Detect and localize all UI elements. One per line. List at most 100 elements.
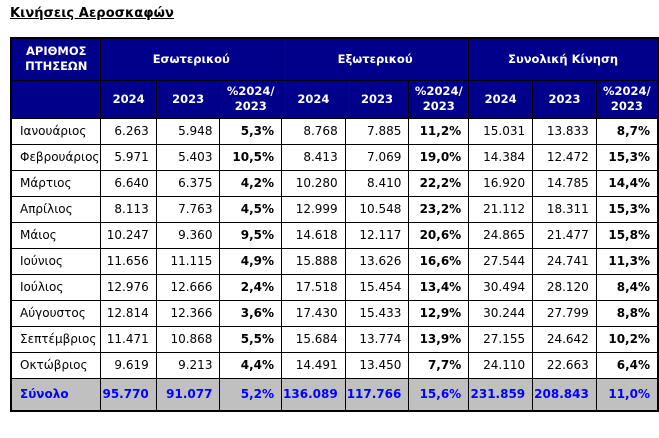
pct-cell: 16,6% [408, 247, 470, 275]
value-cell: 6.640 [100, 169, 157, 197]
corner-empty-cell [10, 79, 102, 119]
value-cell: 5.971 [100, 143, 157, 171]
month-cell: Ιανουάριος [10, 117, 102, 145]
pct-cell: 6,4% [595, 351, 659, 379]
value-cell: 13.774 [344, 325, 410, 353]
value-cell: 12.472 [532, 143, 597, 171]
page-title: Κινήσεις Αεροσκαφών [10, 6, 174, 21]
value-cell: 14.618 [281, 221, 346, 249]
table-row: Ιούνιος 11.656 11.115 4,9% 15.888 13.626 16,6%… [10, 247, 659, 275]
month-cell: Ιούνιος [10, 247, 102, 275]
value-cell: 9.619 [100, 351, 157, 379]
table-row: Μάιος 10.247 9.360 9,5% 14.618 12.117 20,6% 24.… [10, 221, 659, 249]
value-cell: 15.888 [281, 247, 346, 275]
value-cell: 15.031 [468, 117, 534, 145]
year-header-row: 2024 2023 %2024/ 2023 2024 2023 %2024/ 2023 20… [10, 79, 659, 119]
pct-cell: 11,2% [408, 117, 470, 145]
value-cell: 9.360 [155, 221, 221, 249]
value-cell: 8.768 [281, 117, 346, 145]
value-cell: 10.247 [100, 221, 157, 249]
year-header-cell: %2024/ 2023 [219, 79, 283, 119]
total-value-cell: 208.843 [532, 377, 597, 412]
value-cell: 12.976 [100, 273, 157, 301]
year-header-cell: 2023 [532, 79, 597, 119]
pct-cell: 4,2% [219, 169, 283, 197]
value-cell: 8.410 [344, 169, 410, 197]
value-cell: 16.920 [468, 169, 534, 197]
month-cell: Σεπτέμβριος [10, 325, 102, 353]
pct-cell: 11,3% [595, 247, 659, 275]
value-cell: 13.626 [344, 247, 410, 275]
table-footer: Σύνολο 95.770 91.077 5,2% 136.089 117.766 15,6… [10, 377, 659, 412]
value-cell: 12.117 [344, 221, 410, 249]
month-cell: Απρίλιος [10, 195, 102, 223]
group-header-international: Εξωτερικού [281, 37, 470, 81]
value-cell: 5.403 [155, 143, 221, 171]
month-cell: Οκτώβριος [10, 351, 102, 379]
value-cell: 24.110 [468, 351, 534, 379]
pct-cell: 4,4% [219, 351, 283, 379]
pct-cell: 3,6% [219, 299, 283, 327]
total-value-cell: 5,2% [219, 377, 283, 412]
value-cell: 28.120 [532, 273, 597, 301]
value-cell: 13.450 [344, 351, 410, 379]
month-cell: Φεβρουάριος [10, 143, 102, 171]
value-cell: 7.763 [155, 195, 221, 223]
year-header-cell: 2024 [468, 79, 534, 119]
pct-cell: 5,3% [219, 117, 283, 145]
value-cell: 12.999 [281, 195, 346, 223]
year-header-cell: 2023 [344, 79, 410, 119]
pct-cell: 12,9% [408, 299, 470, 327]
value-cell: 10.868 [155, 325, 221, 353]
year-header-cell: 2024 [281, 79, 346, 119]
pct-cell: 8,7% [595, 117, 659, 145]
value-cell: 9.213 [155, 351, 221, 379]
year-header-cell: 2024 [100, 79, 157, 119]
table-row: Σεπτέμβριος 11.471 10.868 5,5% 15.684 13.774 1… [10, 325, 659, 353]
aircraft-movements-table: ΑΡΙΘΜΟΣ ΠΤΗΣΕΩΝ Εσωτερικού Εξωτερικού Συ… [10, 37, 659, 412]
value-cell: 27.799 [532, 299, 597, 327]
value-cell: 8.113 [100, 195, 157, 223]
year-header-cell: %2024/ 2023 [408, 79, 470, 119]
value-cell: 6.263 [100, 117, 157, 145]
value-cell: 6.375 [155, 169, 221, 197]
pct-cell: 15,3% [595, 143, 659, 171]
pct-cell: 8,4% [595, 273, 659, 301]
value-cell: 24.741 [532, 247, 597, 275]
table-row: Φεβρουάριος 5.971 5.403 10,5% 8.413 7.069 19,0… [10, 143, 659, 171]
value-cell: 11.115 [155, 247, 221, 275]
table-row: Ιούλιος 12.976 12.666 2,4% 17.518 15.454 13,4%… [10, 273, 659, 301]
total-value-cell: 136.089 [281, 377, 346, 412]
table-header: ΑΡΙΘΜΟΣ ΠΤΗΣΕΩΝ Εσωτερικού Εξωτερικού Συ… [10, 37, 659, 119]
pct-cell: 2,4% [219, 273, 283, 301]
group-header-domestic: Εσωτερικού [100, 37, 283, 81]
group-header-total: Συνολική Κίνηση [468, 37, 659, 81]
total-value-cell: 95.770 [100, 377, 157, 412]
pct-cell: 10,5% [219, 143, 283, 171]
month-cell: Μάρτιος [10, 169, 102, 197]
value-cell: 30.244 [468, 299, 534, 327]
value-cell: 17.518 [281, 273, 346, 301]
total-value-cell: 15,6% [408, 377, 470, 412]
pct-cell: 22,2% [408, 169, 470, 197]
value-cell: 5.948 [155, 117, 221, 145]
pct-cell: 15,8% [595, 221, 659, 249]
total-label-cell: Σύνολο [10, 377, 102, 412]
value-cell: 17.430 [281, 299, 346, 327]
value-cell: 24.865 [468, 221, 534, 249]
pct-cell: 7,7% [408, 351, 470, 379]
total-value-cell: 91.077 [155, 377, 221, 412]
group-header-row: ΑΡΙΘΜΟΣ ΠΤΗΣΕΩΝ Εσωτερικού Εξωτερικού Συ… [10, 37, 659, 81]
month-cell: Μάιος [10, 221, 102, 249]
value-cell: 14.384 [468, 143, 534, 171]
table-row: Ιανουάριος 6.263 5.948 5,3% 8.768 7.885 11,2% 1… [10, 117, 659, 145]
value-cell: 15.433 [344, 299, 410, 327]
year-header-cell: 2023 [155, 79, 221, 119]
value-cell: 13.833 [532, 117, 597, 145]
table-body: Ιανουάριος 6.263 5.948 5,3% 8.768 7.885 11,2% 1… [10, 117, 659, 379]
pct-cell: 5,5% [219, 325, 283, 353]
total-value-cell: 231.859 [468, 377, 534, 412]
pct-cell: 23,2% [408, 195, 470, 223]
value-cell: 12.666 [155, 273, 221, 301]
